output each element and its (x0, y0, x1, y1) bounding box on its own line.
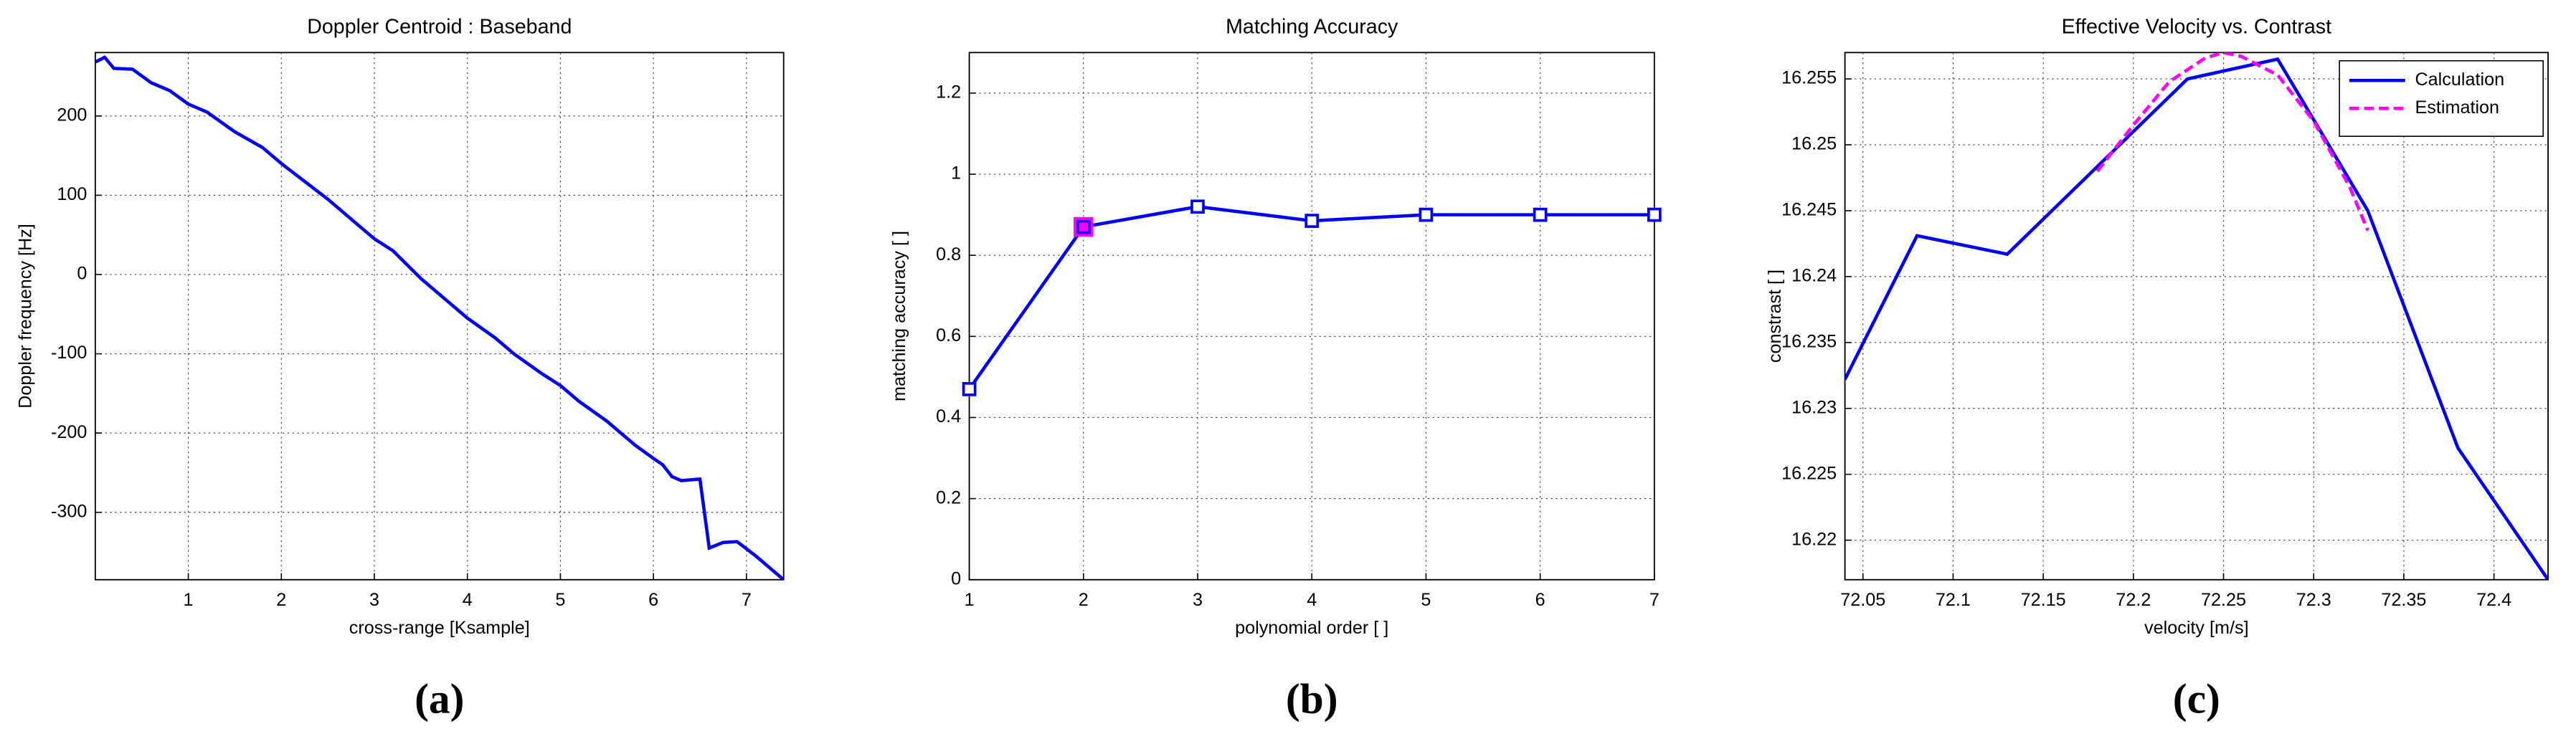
y-tick-label: -300 (51, 501, 87, 521)
y-tick-label: 0.6 (936, 325, 961, 345)
y-tick-label: 200 (57, 105, 87, 125)
legend-box (2339, 59, 2544, 137)
x-axis-label: velocity [m/s] (2144, 618, 2249, 638)
x-tick-label: 72.35 (2381, 590, 2426, 610)
y-tick-label: 0.8 (936, 244, 961, 264)
data-marker (1304, 214, 1320, 228)
data-marker (1419, 207, 1434, 222)
y-tick-label: 16.245 (1781, 200, 1837, 220)
x-tick-label: 72.4 (2476, 590, 2511, 610)
x-tick-label: 6 (1535, 590, 1545, 610)
x-tick-label: 5 (555, 590, 565, 610)
y-tick-label: 16.23 (1791, 397, 1837, 417)
y-tick-label: 0.2 (936, 487, 961, 507)
data-line (95, 55, 784, 580)
chart-title: Effective Velocity vs. Contrast (2062, 16, 2332, 39)
x-tick-label: 7 (1649, 590, 1659, 610)
y-axis-label: Doppler frequency [Hz] (15, 224, 35, 409)
data-marker (1190, 199, 1205, 214)
x-tick-label: 1 (965, 590, 975, 610)
x-tick-label: 1 (184, 590, 194, 610)
panel-label: (b) (1286, 674, 1338, 722)
y-tick-label: 100 (57, 184, 87, 204)
chart-title: Doppler Centroid : Baseband (307, 16, 572, 39)
x-tick-label: 2 (1079, 590, 1089, 610)
data-line (1845, 57, 2549, 580)
y-axis-label: constrast [ ] (1765, 270, 1785, 363)
y-tick-label: 16.235 (1781, 331, 1837, 351)
plot-frame (1844, 52, 2549, 581)
x-tick-label: 72.05 (1840, 590, 1885, 610)
y-tick-label: 1.2 (936, 82, 961, 102)
x-tick-label: 4 (1307, 590, 1317, 610)
x-axis-label: polynomial order [ ] (1235, 618, 1388, 638)
x-tick-label: 72.2 (2116, 590, 2151, 610)
y-tick-label: -100 (51, 343, 87, 363)
y-tick-label: 0 (951, 568, 961, 588)
y-tick-label: 16.225 (1781, 463, 1837, 483)
chart-title: Matching Accuracy (1226, 16, 1398, 39)
y-tick-label: 0.4 (936, 406, 961, 426)
x-tick-label: 5 (1421, 590, 1431, 610)
x-tick-label: 72.1 (1936, 590, 1971, 610)
data-marker (1076, 219, 1091, 234)
panel-label: (c) (2173, 674, 2220, 722)
y-tick-label: -200 (51, 422, 87, 442)
x-tick-label: 72.25 (2201, 590, 2246, 610)
data-marker (1647, 207, 1662, 222)
y-tick-label: 1 (951, 163, 961, 183)
y-tick-label: 16.22 (1791, 529, 1837, 549)
legend-label: Calculation (2415, 70, 2505, 90)
data-marker (1533, 207, 1548, 222)
x-tick-label: 4 (463, 590, 473, 610)
x-tick-label: 3 (1193, 590, 1203, 610)
data-line (2096, 52, 2369, 232)
plot-frame (94, 52, 785, 581)
x-tick-label: 6 (648, 590, 658, 610)
y-tick-label: 16.25 (1791, 134, 1837, 154)
x-tick-label: 3 (369, 590, 379, 610)
x-tick-label: 72.3 (2296, 590, 2331, 610)
y-tick-label: 16.255 (1781, 68, 1837, 88)
panel-label: (a) (415, 674, 464, 722)
x-tick-label: 7 (742, 590, 752, 610)
y-tick-label: 16.24 (1791, 266, 1837, 286)
legend-label: Estimation (2415, 97, 2500, 118)
data-marker (962, 382, 977, 396)
y-axis-label: matching accuracy [ ] (889, 231, 909, 401)
y-tick-label: 0 (77, 264, 87, 284)
plot-frame (968, 52, 1655, 581)
x-axis-label: cross-range [Ksample] (349, 618, 530, 638)
x-tick-label: 72.15 (2021, 590, 2066, 610)
x-tick-label: 2 (276, 590, 286, 610)
